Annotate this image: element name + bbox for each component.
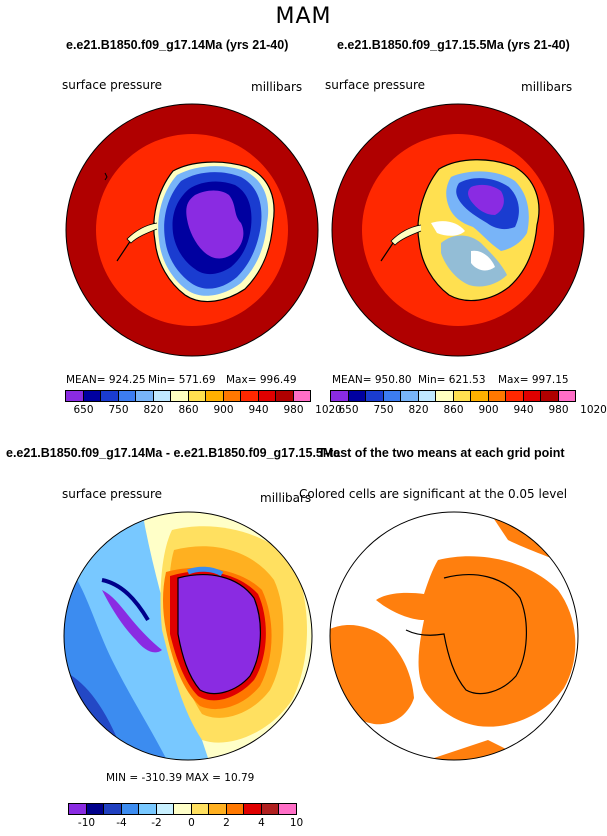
- units-label-right: millibars: [521, 80, 573, 94]
- units-label-left: millibars: [251, 80, 303, 94]
- colorbar-labels-difference: -10 -4 -2 0 2 4 10: [69, 817, 309, 831]
- units-label-difference: millibars: [260, 491, 312, 505]
- colorbar-tick-label: -4: [116, 817, 127, 829]
- colorbar-swatch: [365, 390, 384, 402]
- colorbar-swatch: [257, 390, 276, 402]
- colorbar-swatch: [120, 803, 139, 815]
- colorbar-tick-label: 900: [213, 404, 234, 416]
- colorbar-tick-label: 1020: [315, 404, 342, 416]
- colorbar-tick-label: 820: [408, 404, 429, 416]
- colorbar-tick-label: 860: [443, 404, 464, 416]
- stats-max-right: Max= 997.15: [498, 374, 569, 386]
- colorbar-tick-label: 750: [108, 404, 129, 416]
- colorbar-swatch: [522, 390, 541, 402]
- colorbar-swatch: [400, 390, 419, 402]
- colorbar-swatch: [292, 390, 311, 402]
- colorbar-tick-label: 860: [178, 404, 199, 416]
- variable-label-difference: surface pressure: [62, 487, 162, 501]
- colorbar-tick-label: 900: [478, 404, 499, 416]
- colorbar-swatch: [435, 390, 454, 402]
- colorbar-swatch: [347, 390, 366, 402]
- colorbar-swatch: [222, 390, 241, 402]
- colorbar-tick-label: 650: [338, 404, 359, 416]
- stats-min-right: Min= 621.53: [418, 374, 486, 386]
- colorbar-swatch: [382, 390, 401, 402]
- stats-difference: MIN = -310.39 MAX = 10.79: [106, 772, 255, 784]
- colorbar-swatch: [100, 390, 119, 402]
- panel-title-difference: e.e21.B1850.f09_g17.14Ma - e.e21.B1850.f…: [6, 446, 341, 460]
- colorbar-left: [65, 390, 311, 402]
- stats-max-left: Max= 996.49: [226, 374, 297, 386]
- colorbar-swatch: [155, 803, 174, 815]
- variable-label-left: surface pressure: [62, 78, 162, 92]
- colorbar-swatch: [275, 390, 294, 402]
- colorbar-tick-label: 0: [188, 817, 195, 829]
- colorbar-tick-label: 980: [548, 404, 569, 416]
- colorbar-swatch: [240, 390, 259, 402]
- colorbar-swatch: [103, 803, 122, 815]
- colorbar-tick-label: 750: [373, 404, 394, 416]
- colorbar-difference: [68, 803, 297, 815]
- colorbar-tick-label: 10: [289, 817, 304, 829]
- colorbar-tick-label: -10: [77, 817, 96, 829]
- colorbar-tick-label: 980: [283, 404, 304, 416]
- colorbar-swatch: [470, 390, 489, 402]
- colorbar-swatch: [452, 390, 471, 402]
- colorbar-swatch: [243, 803, 262, 815]
- colorbar-swatch: [225, 803, 244, 815]
- figure-title: MAM: [275, 4, 332, 29]
- colorbar-tick-label: 4: [258, 817, 265, 829]
- colorbar-tick-label: 1020: [580, 404, 607, 416]
- map-surface-pressure-14ma: [65, 103, 319, 357]
- colorbar-swatch: [187, 390, 206, 402]
- colorbar-tick-label: 940: [248, 404, 269, 416]
- colorbar-swatch: [65, 390, 84, 402]
- colorbar-tick-label: 820: [143, 404, 164, 416]
- colorbar-swatch: [557, 390, 576, 402]
- colorbar-swatch: [85, 803, 104, 815]
- stats-mean-left: MEAN= 924.25: [66, 374, 146, 386]
- colorbar-swatch: [330, 390, 349, 402]
- colorbar-swatch: [138, 803, 157, 815]
- variable-label-right: surface pressure: [325, 78, 425, 92]
- colorbar-tick-label: -2: [151, 817, 162, 829]
- colorbar-labels-left: 650 750 820 860 900 940 980 1020: [66, 404, 341, 418]
- colorbar-right: [330, 390, 576, 402]
- colorbar-swatch: [173, 803, 192, 815]
- panel-title-ttest: T-test of the two means at each grid poi…: [318, 446, 565, 460]
- colorbar-swatch: [417, 390, 436, 402]
- colorbar-swatch: [487, 390, 506, 402]
- colorbar-tick-label: 940: [513, 404, 534, 416]
- map-surface-pressure-15-5ma: [331, 103, 585, 357]
- colorbar-swatch: [540, 390, 559, 402]
- ttest-subtitle: Colored cells are significant at the 0.0…: [299, 487, 568, 501]
- map-difference: [63, 511, 313, 761]
- colorbar-swatch: [190, 803, 209, 815]
- colorbar-swatch: [152, 390, 171, 402]
- colorbar-swatch: [82, 390, 101, 402]
- map-ttest-significance: [328, 510, 580, 762]
- colorbar-tick-label: 650: [73, 404, 94, 416]
- colorbar-swatch: [260, 803, 279, 815]
- colorbar-swatch: [208, 803, 227, 815]
- colorbar-swatch: [205, 390, 224, 402]
- colorbar-swatch: [68, 803, 87, 815]
- colorbar-tick-label: 2: [223, 817, 230, 829]
- stats-min-left: Min= 571.69: [148, 374, 216, 386]
- colorbar-swatch: [135, 390, 154, 402]
- colorbar-swatch: [170, 390, 189, 402]
- colorbar-swatch: [278, 803, 297, 815]
- panel-title-left: e.e21.B1850.f09_g17.14Ma (yrs 21-40): [66, 38, 289, 52]
- colorbar-swatch: [117, 390, 136, 402]
- colorbar-swatch: [505, 390, 524, 402]
- stats-mean-right: MEAN= 950.80: [332, 374, 412, 386]
- colorbar-labels-right: 650 750 820 860 900 940 980 1020: [331, 404, 606, 418]
- panel-title-right: e.e21.B1850.f09_g17.15.5Ma (yrs 21-40): [337, 38, 570, 52]
